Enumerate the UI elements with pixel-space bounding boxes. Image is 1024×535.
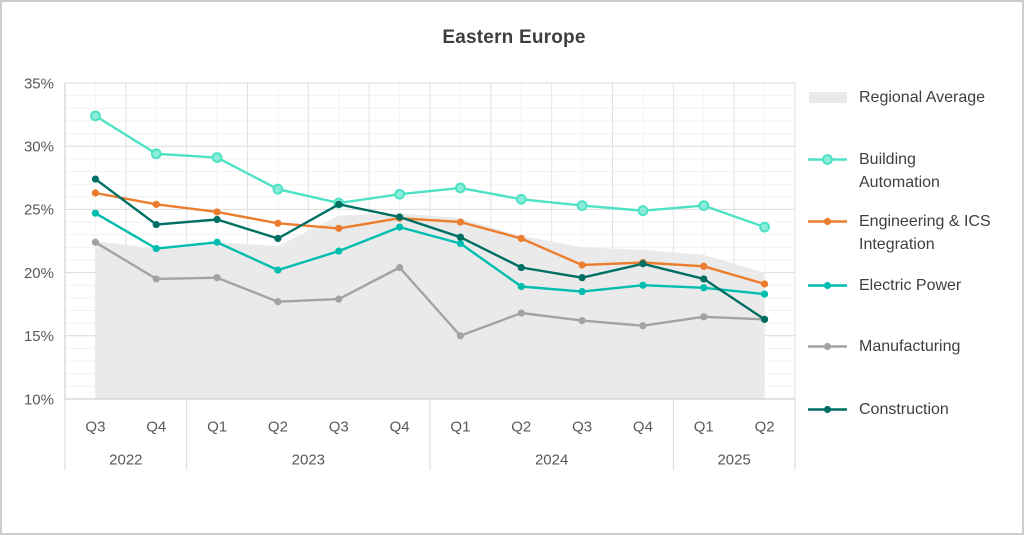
point-construction	[639, 260, 647, 268]
point-building-automation	[394, 188, 405, 200]
point-engineering-ics-integration	[91, 189, 100, 197]
x-quarter-label: Q4	[390, 418, 410, 435]
point-building-automation	[759, 221, 770, 233]
x-quarter-label: Q3	[329, 418, 349, 435]
point-electric-power	[91, 209, 100, 217]
point-manufacturing	[700, 313, 708, 321]
point-electric-power	[517, 282, 525, 291]
point-engineering-ics-integration	[760, 280, 769, 288]
point-manufacturing	[517, 309, 525, 317]
point-building-automation	[272, 183, 284, 195]
point-manufacturing	[152, 275, 160, 283]
point-electric-power	[700, 284, 708, 292]
point-building-automation	[90, 110, 101, 122]
x-quarter-label: Q3	[85, 418, 105, 435]
point-construction	[274, 234, 282, 243]
x-year-label: 2024	[535, 451, 568, 468]
point-engineering-ics-integration	[152, 200, 160, 208]
x-year-label: 2022	[109, 451, 142, 468]
point-engineering-ics-integration	[274, 219, 282, 227]
point-construction	[152, 220, 160, 229]
point-electric-power	[335, 247, 343, 255]
point-manufacturing	[91, 238, 100, 246]
point-electric-power	[213, 238, 221, 246]
line-engineering-ics-integration	[94, 191, 766, 286]
point-construction	[395, 213, 404, 221]
line-building-automation	[94, 114, 766, 229]
y-tick-label: 35%	[24, 75, 54, 92]
point-building-automation	[455, 182, 466, 194]
point-engineering-ics-integration	[700, 262, 708, 270]
point-engineering-ics-integration	[517, 234, 525, 243]
x-quarter-label: Q1	[207, 418, 227, 435]
y-tick-label: 20%	[24, 265, 54, 282]
point-manufacturing	[578, 317, 586, 325]
x-quarter-label: Q2	[755, 418, 775, 435]
point-building-automation	[515, 193, 527, 205]
point-manufacturing	[395, 263, 404, 272]
point-construction	[760, 315, 769, 323]
point-electric-power	[456, 239, 465, 248]
point-construction	[578, 274, 586, 282]
y-tick-label: 25%	[24, 202, 54, 219]
point-electric-power	[152, 244, 160, 253]
point-construction	[517, 263, 525, 272]
x-year-label: 2025	[717, 451, 750, 468]
point-construction	[213, 215, 221, 224]
point-construction	[91, 175, 100, 183]
point-engineering-ics-integration	[578, 261, 586, 269]
point-construction	[700, 275, 708, 283]
point-manufacturing	[456, 332, 465, 340]
area-regional-average	[95, 213, 765, 399]
x-quarter-label: Q2	[511, 418, 531, 435]
point-manufacturing	[639, 322, 647, 330]
x-year-label: 2023	[292, 451, 325, 468]
point-electric-power	[639, 281, 647, 289]
line-construction	[94, 177, 766, 321]
point-construction	[335, 200, 343, 208]
x-quarter-label: Q4	[633, 418, 653, 435]
point-building-automation	[698, 200, 710, 212]
point-electric-power	[395, 223, 404, 231]
point-manufacturing	[213, 274, 221, 282]
y-tick-label: 30%	[24, 138, 54, 155]
y-tick-label: 15%	[24, 328, 54, 345]
point-engineering-ics-integration	[335, 224, 343, 232]
point-building-automation	[637, 205, 649, 217]
point-engineering-ics-integration	[213, 208, 221, 216]
point-electric-power	[760, 290, 769, 298]
x-quarter-label: Q3	[572, 418, 592, 435]
chart-title: Eastern Europe	[442, 27, 586, 48]
x-quarter-label: Q2	[268, 418, 288, 435]
point-construction	[456, 233, 465, 241]
x-quarter-label: Q4	[146, 418, 166, 435]
x-quarter-label: Q1	[694, 418, 714, 435]
point-manufacturing	[335, 295, 343, 303]
line-electric-power	[94, 211, 766, 296]
point-building-automation	[576, 200, 588, 212]
point-electric-power	[274, 266, 282, 274]
y-tick-label: 10%	[24, 391, 54, 408]
point-electric-power	[578, 287, 586, 296]
point-engineering-ics-integration	[456, 218, 465, 226]
line-manufacturing	[94, 241, 766, 337]
x-quarter-label: Q1	[450, 418, 470, 435]
point-building-automation	[211, 152, 223, 163]
point-building-automation	[150, 148, 162, 160]
point-manufacturing	[274, 298, 282, 306]
